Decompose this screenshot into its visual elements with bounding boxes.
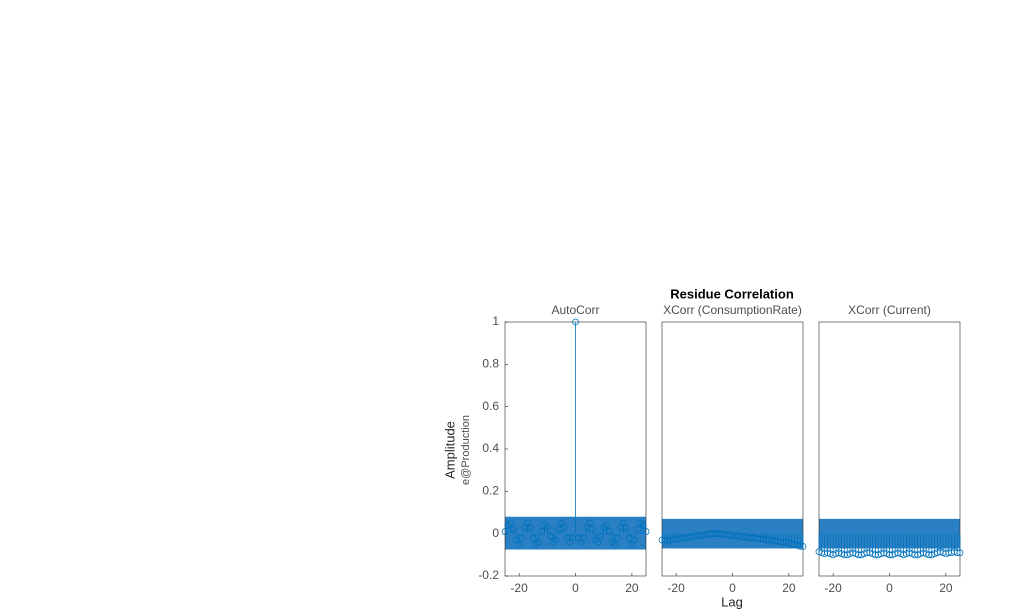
stem-marker: [642, 528, 650, 535]
stem-marker: [799, 542, 807, 550]
y-tick-label: 0.8: [482, 357, 499, 371]
x-tick-label: 0: [886, 581, 893, 595]
x-tick-label: 20: [782, 581, 796, 595]
stem-marker: [631, 536, 639, 544]
stem-marker: [597, 532, 605, 540]
stem-marker: [515, 540, 523, 548]
y-axis-label: Amplitude: [442, 421, 457, 479]
y-axis-sublabel: e@Production: [460, 415, 472, 485]
figure-title: Residue Correlation: [670, 286, 794, 301]
stem-marker: [622, 523, 630, 531]
stem-marker: [639, 521, 647, 529]
stem-marker: [560, 523, 568, 531]
stem-marker: [510, 526, 517, 533]
stem-marker: [572, 318, 579, 326]
x-tick-label: 20: [625, 581, 639, 595]
stem-marker: [535, 538, 543, 546]
y-tick-label: 0.4: [482, 441, 499, 455]
x-tick-label: -20: [510, 581, 528, 595]
stem-marker: [507, 519, 515, 527]
y-tick-label: 0.2: [482, 484, 499, 498]
stem-marker: [956, 549, 964, 557]
y-tick-label: 0: [492, 526, 499, 540]
x-tick-label: -20: [824, 581, 842, 595]
stem-marker: [580, 534, 588, 542]
stem-marker: [586, 519, 593, 527]
x-tick-label: -20: [667, 581, 685, 595]
y-tick-label: -0.2: [478, 568, 499, 582]
stem-marker: [543, 523, 551, 531]
stem-marker: [594, 538, 602, 546]
subplot-title: AutoCorr: [551, 303, 599, 317]
subplot-title: XCorr (Current): [848, 303, 931, 317]
y-tick-label: 0.6: [482, 399, 499, 413]
stem-marker: [518, 534, 526, 542]
stem-marker: [552, 536, 560, 544]
x-tick-label: 0: [572, 581, 579, 595]
x-tick-label: 0: [729, 581, 736, 595]
x-axis-label: Lag: [721, 594, 743, 609]
stem-marker: [611, 540, 619, 548]
stem-marker: [605, 528, 613, 535]
stem-marker: [603, 521, 610, 529]
stem-marker: [614, 534, 622, 542]
subplot-title: XCorr (ConsumptionRate): [663, 303, 802, 317]
stem-marker: [589, 526, 596, 533]
stem-marker: [526, 523, 534, 531]
x-tick-label: 20: [939, 581, 953, 595]
y-tick-label: 1: [492, 314, 499, 328]
